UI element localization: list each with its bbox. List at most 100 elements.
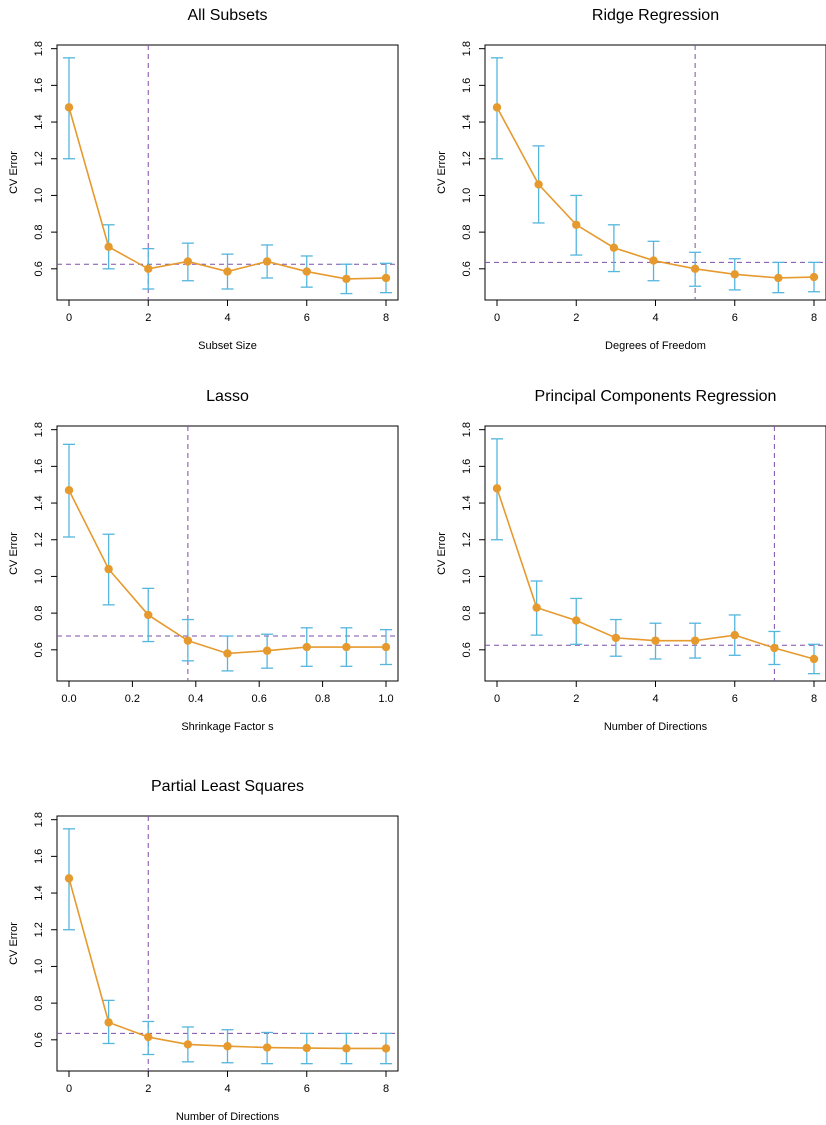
x-tick-label: 6	[304, 1083, 310, 1095]
data-point	[302, 642, 311, 652]
panel-title: Ridge Regression	[592, 7, 719, 24]
y-tick-label: 1.8	[33, 812, 45, 827]
y-tick-label: 0.6	[461, 261, 473, 276]
y-axis-label: CV Error	[436, 151, 448, 194]
y-tick-label: 1.4	[33, 495, 45, 510]
y-tick-label: 1.4	[33, 114, 45, 129]
data-point	[649, 256, 658, 265]
x-tick-label: 8	[811, 312, 817, 324]
y-tick-label: 1.0	[33, 188, 45, 203]
data-point	[730, 270, 739, 279]
panel-partial-least-squares: Partial Least Squares Number of Directio…	[8, 778, 399, 1123]
data-point	[183, 257, 193, 266]
data-point	[532, 603, 541, 612]
data-point	[381, 1044, 391, 1053]
data-point	[144, 264, 153, 274]
data-point	[770, 643, 779, 653]
data-point	[381, 642, 391, 652]
y-tick-label: 0.6	[461, 642, 473, 657]
x-tick-label: 4	[224, 1083, 230, 1095]
data-point	[302, 267, 311, 276]
data-point	[104, 242, 113, 251]
y-tick-label: 1.0	[33, 569, 45, 584]
data-point	[144, 610, 153, 620]
cv-error-line	[68, 489, 386, 655]
x-axis-label: Subset Size	[198, 340, 257, 352]
data-point	[809, 654, 819, 664]
panel-title: Lasso	[206, 388, 249, 405]
x-tick-label: 0	[66, 1083, 72, 1095]
y-tick-label: 1.8	[461, 41, 473, 56]
x-tick-label: 6	[732, 693, 738, 705]
data-point	[342, 1044, 351, 1053]
data-point	[651, 636, 660, 645]
x-axis-label: Shrinkage Factor s	[181, 721, 274, 733]
x-tick-label: 1.0	[378, 693, 393, 705]
y-tick-label: 0.6	[33, 642, 45, 657]
data-point	[262, 257, 272, 266]
y-axis-label: CV Error	[8, 922, 20, 965]
y-tick-label: 1.2	[33, 532, 45, 547]
panel-title: All Subsets	[187, 7, 267, 24]
panel-ridge-regression: Ridge Regression Degrees of Freedom CV E…	[436, 7, 826, 352]
y-tick-label: 1.6	[33, 849, 45, 864]
x-tick-label: 8	[383, 312, 389, 324]
data-point	[572, 220, 581, 229]
data-point	[609, 243, 619, 252]
data-point	[730, 630, 739, 640]
x-axis-label: Number of Directions	[604, 721, 708, 733]
y-tick-label: 1.0	[461, 569, 473, 584]
y-tick-label: 1.6	[33, 78, 45, 93]
cv-error-line	[496, 106, 815, 279]
y-tick-label: 1.8	[33, 422, 45, 437]
y-tick-label: 1.2	[33, 151, 45, 166]
plot-frame	[56, 425, 399, 682]
x-tick-label: 0	[494, 693, 500, 705]
data-point	[809, 272, 819, 282]
data-point	[690, 264, 700, 274]
x-tick-label: 0.0	[61, 693, 76, 705]
y-tick-label: 0.6	[33, 1032, 45, 1047]
data-point	[492, 103, 502, 112]
cv-error-line	[68, 107, 387, 280]
data-point	[492, 484, 502, 493]
data-point	[104, 1018, 113, 1027]
x-axis-label: Degrees of Freedom	[605, 340, 706, 352]
y-axis-label: CV Error	[8, 532, 20, 575]
data-point	[64, 103, 74, 112]
x-tick-label: 2	[573, 312, 579, 324]
data-point	[690, 636, 700, 645]
y-tick-label: 1.2	[461, 532, 473, 547]
data-point	[104, 564, 113, 574]
data-point	[64, 874, 74, 883]
x-tick-label: 0	[494, 312, 500, 324]
data-point	[223, 649, 232, 658]
data-point	[534, 180, 543, 189]
data-point	[183, 636, 193, 645]
y-tick-label: 0.8	[33, 995, 45, 1010]
y-tick-label: 1.0	[461, 188, 473, 203]
x-tick-label: 6	[304, 312, 310, 324]
data-point	[144, 1032, 153, 1042]
y-tick-label: 1.4	[33, 885, 45, 900]
y-tick-label: 1.6	[461, 78, 473, 93]
x-tick-label: 8	[811, 693, 817, 705]
y-tick-label: 0.8	[461, 605, 473, 620]
data-point	[342, 642, 351, 652]
panel-title: Partial Least Squares	[151, 778, 304, 795]
y-tick-label: 0.8	[33, 605, 45, 620]
y-axis-label: CV Error	[436, 532, 448, 575]
x-tick-label: 0.4	[188, 693, 203, 705]
data-point	[381, 273, 391, 283]
x-tick-label: 4	[224, 312, 230, 324]
data-point	[183, 1040, 193, 1049]
x-tick-label: 2	[573, 693, 579, 705]
x-tick-label: 0.6	[252, 693, 267, 705]
x-tick-label: 0	[66, 312, 72, 324]
x-tick-label: 2	[145, 312, 151, 324]
x-tick-label: 4	[652, 693, 658, 705]
y-tick-label: 1.8	[33, 41, 45, 56]
y-axis-label: CV Error	[8, 151, 20, 194]
data-point	[262, 1043, 272, 1052]
